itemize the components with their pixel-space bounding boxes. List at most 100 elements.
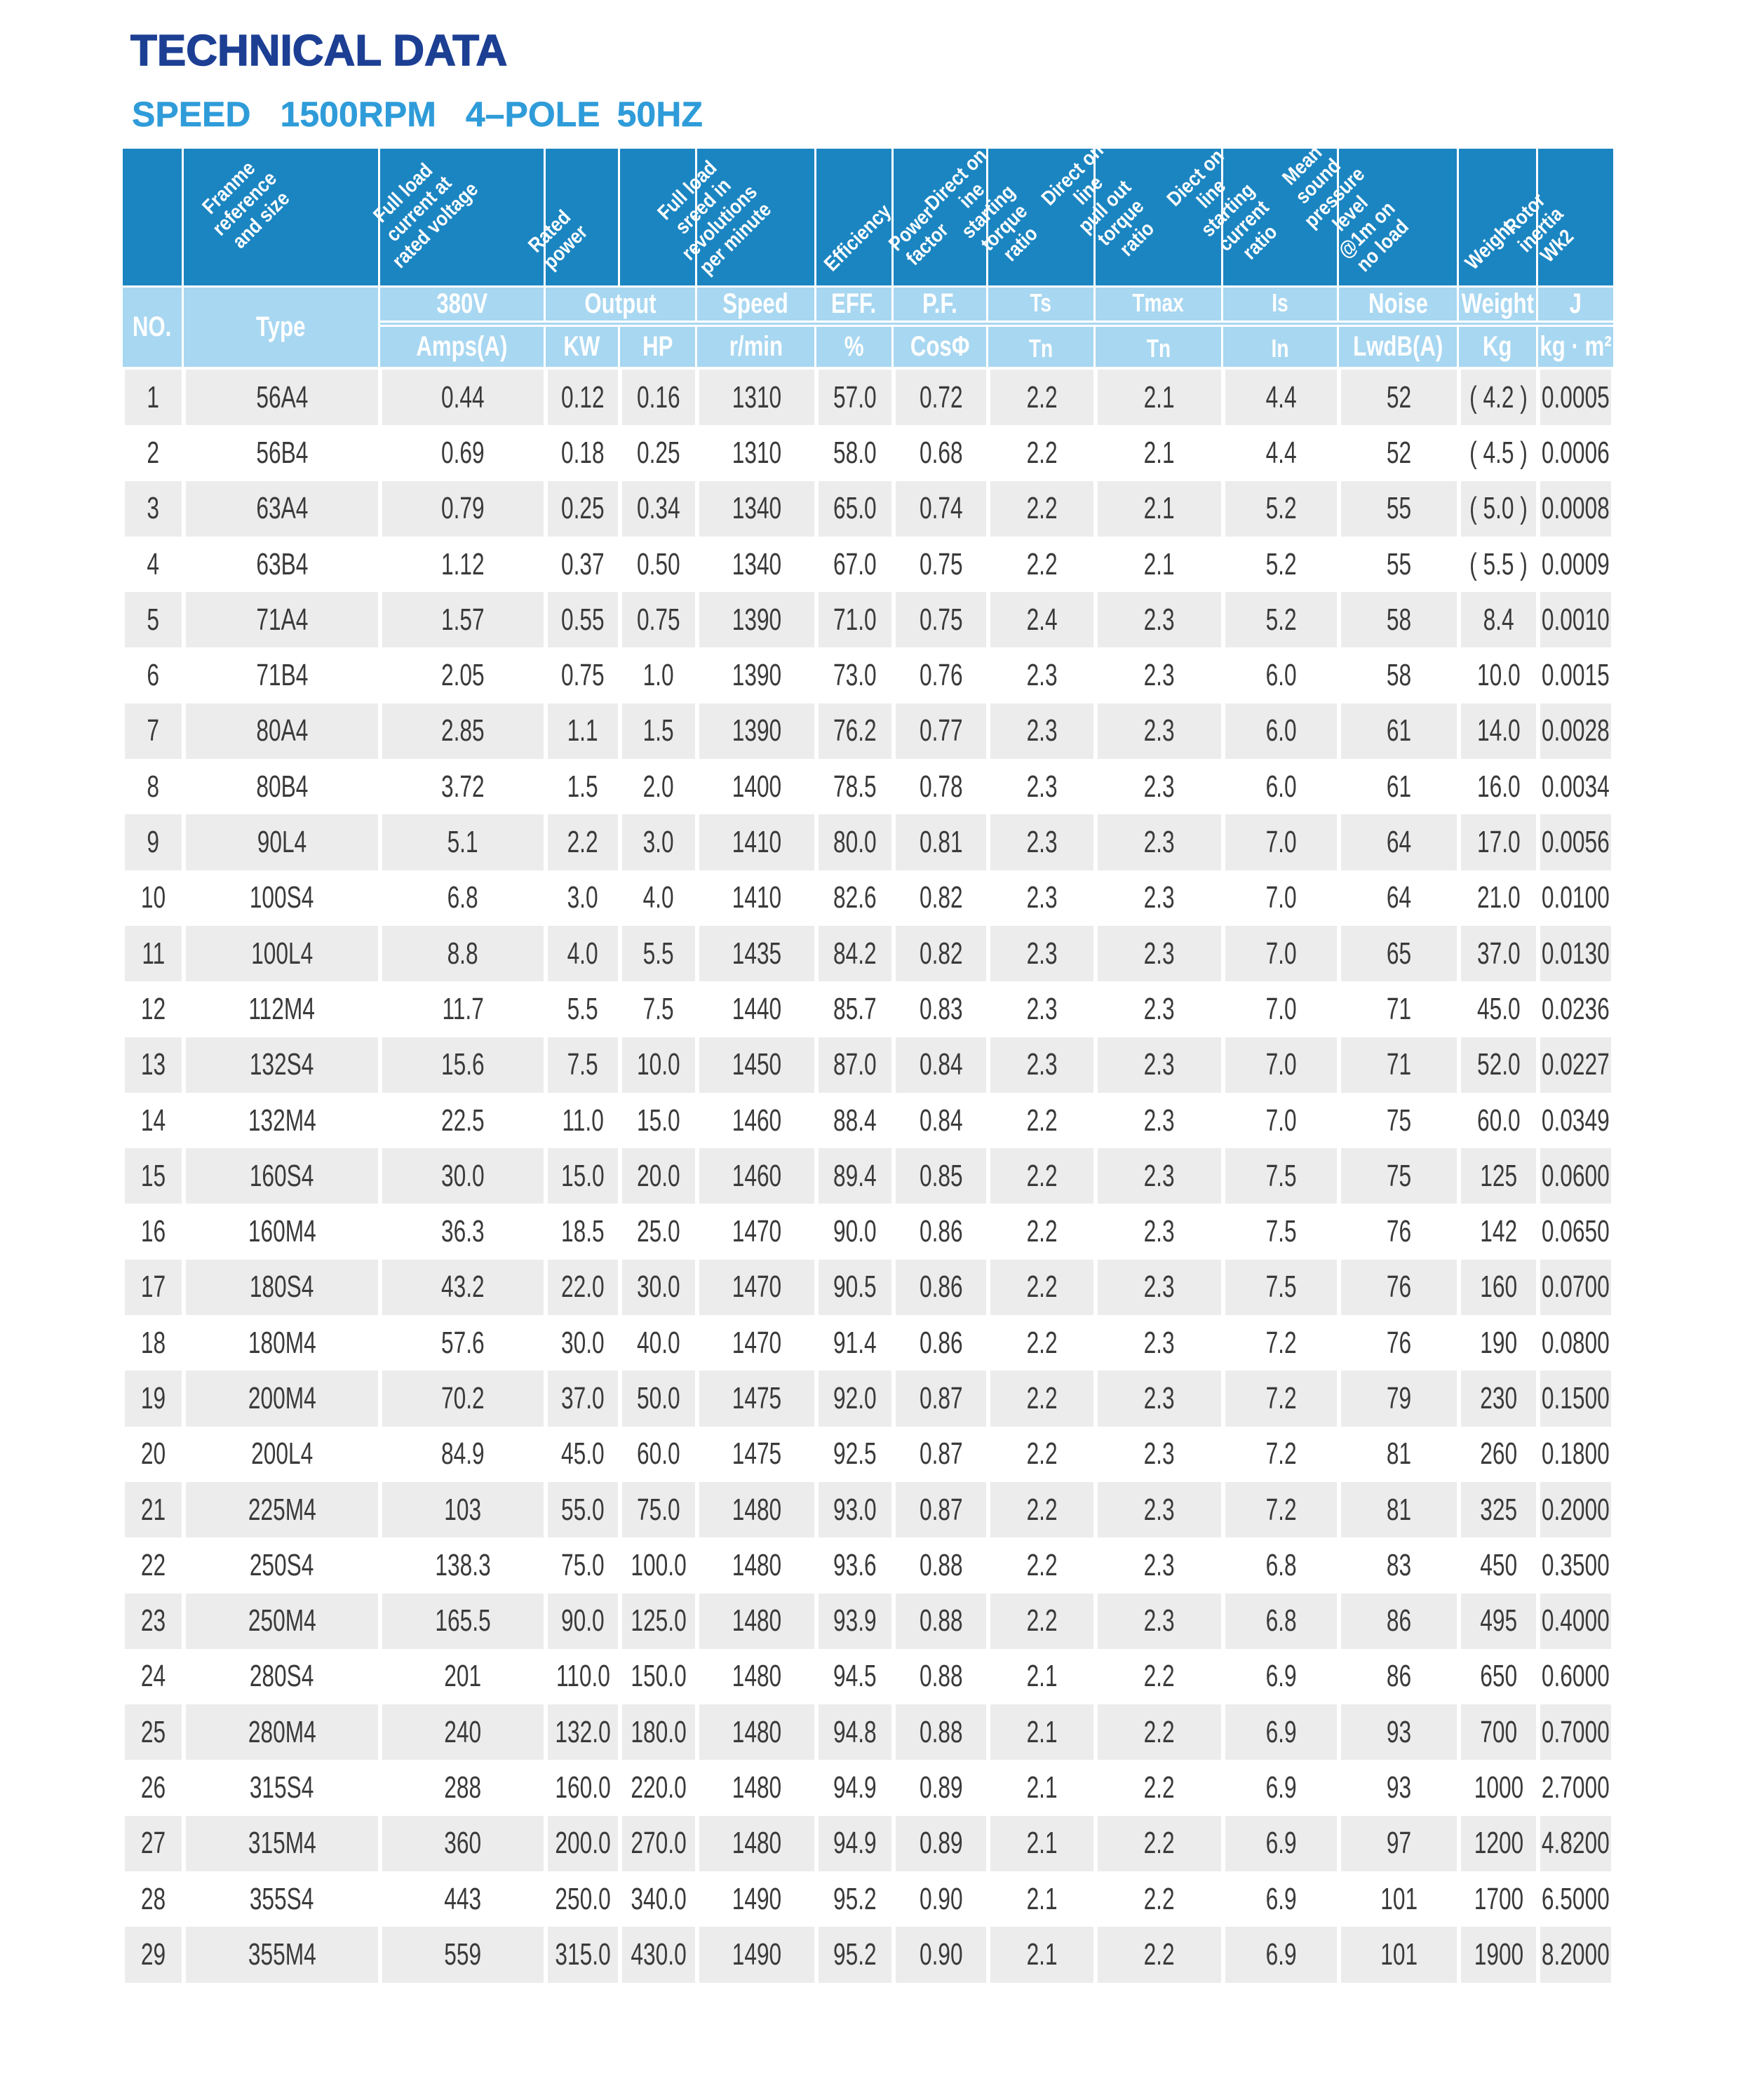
- unit-header-lwdb: LwdB(A): [1339, 327, 1459, 367]
- cell-weight: 450: [1459, 1537, 1538, 1594]
- cell-tmax-tn: 2.3: [1096, 981, 1223, 1037]
- cell-is-in: 4.4: [1223, 425, 1339, 481]
- cell-tmax-tn: 2.1: [1096, 536, 1223, 593]
- cell-eff: 91.4: [816, 1315, 894, 1371]
- cell-rotor-inertia: 0.0009: [1538, 536, 1613, 593]
- table-row: 6 71B4 2.05 0.75 1.0 1390 73.0 0.76 2.3 …: [123, 647, 1613, 703]
- cell-noise: 75: [1339, 1092, 1459, 1149]
- cell-is-in: 5.2: [1223, 480, 1339, 537]
- cell-tmax-tn: 2.3: [1096, 703, 1223, 760]
- cell-type: 100L4: [184, 925, 380, 982]
- cell-tmax-tn: 2.2: [1096, 1648, 1223, 1705]
- cell-no: 7: [123, 703, 184, 760]
- unit-header-kw: KW: [546, 327, 620, 367]
- cell-speed: 1390: [697, 647, 816, 703]
- cell-rotor-inertia: 0.4000: [1538, 1593, 1613, 1649]
- column-header-is: Is: [1223, 288, 1339, 321]
- cell-weight: 495: [1459, 1593, 1538, 1649]
- cell-kw: 75.0: [546, 1537, 620, 1594]
- cell-amps: 165.5: [380, 1593, 546, 1649]
- cell-tmax-tn: 2.3: [1096, 1371, 1223, 1427]
- cell-hp: 430.0: [620, 1927, 697, 1983]
- cell-noise: 76: [1339, 1259, 1459, 1316]
- cell-kw: 160.0: [546, 1760, 620, 1816]
- cell-kw: 55.0: [546, 1481, 620, 1538]
- cell-eff: 82.6: [816, 870, 894, 926]
- cell-speed: 1340: [697, 536, 816, 593]
- cell-eff: 92.0: [816, 1371, 894, 1427]
- cell-type: 180S4: [184, 1259, 380, 1316]
- cell-weight: 45.0: [1459, 981, 1538, 1037]
- cell-weight: ( 5.0 ): [1459, 480, 1538, 537]
- cell-ts-tn: 2.4: [988, 592, 1096, 648]
- cell-kw: 5.5: [546, 981, 620, 1037]
- cell-pf: 0.84: [894, 1037, 988, 1093]
- cell-amps: 2.05: [380, 647, 546, 703]
- cell-kw: 132.0: [546, 1704, 620, 1760]
- cell-ts-tn: 2.1: [988, 1815, 1096, 1872]
- cell-is-in: 7.5: [1223, 1148, 1339, 1204]
- cell-ts-tn: 2.2: [988, 536, 1096, 593]
- cell-no: 29: [123, 1927, 184, 1983]
- cell-noise: 83: [1339, 1537, 1459, 1594]
- cell-ts-tn: 2.2: [988, 1259, 1096, 1316]
- cell-tmax-tn: 2.3: [1096, 1037, 1223, 1093]
- cell-noise: 81: [1339, 1481, 1459, 1538]
- cell-eff: 73.0: [816, 647, 894, 703]
- cell-type: 280M4: [184, 1704, 380, 1760]
- cell-weight: 650: [1459, 1648, 1538, 1705]
- cell-no: 17: [123, 1259, 184, 1316]
- diag-header-no: [123, 149, 184, 285]
- cell-tmax-tn: 2.3: [1096, 814, 1223, 870]
- cell-weight: 1000: [1459, 1760, 1538, 1816]
- diag-header-frame-reference: Franme reference and size: [184, 149, 380, 285]
- cell-amps: 1.12: [380, 536, 546, 593]
- cell-amps: 57.6: [380, 1315, 546, 1371]
- cell-pf: 0.88: [894, 1537, 988, 1594]
- cell-no: 22: [123, 1537, 184, 1594]
- cell-is-in: 6.8: [1223, 1537, 1339, 1594]
- cell-hp: 4.0: [620, 870, 697, 926]
- cell-pf: 0.87: [894, 1371, 988, 1427]
- cell-type: 132M4: [184, 1092, 380, 1149]
- cell-no: 3: [123, 480, 184, 537]
- table-row: 18 180M4 57.6 30.0 40.0 1470 91.4 0.86 2…: [123, 1315, 1613, 1371]
- subheader-unit-row: Amps(A) KW HP r/min % CosΦ Tn Tn In LwdB…: [380, 327, 1613, 367]
- cell-speed: 1480: [697, 1815, 816, 1872]
- cell-pf: 0.76: [894, 647, 988, 703]
- cell-type: 90L4: [184, 814, 380, 870]
- cell-kw: 3.0: [546, 870, 620, 926]
- cell-weight: 10.0: [1459, 647, 1538, 703]
- cell-kw: 0.25: [546, 480, 620, 537]
- cell-weight: 21.0: [1459, 870, 1538, 926]
- cell-is-in: 7.0: [1223, 814, 1339, 870]
- cell-weight: 230: [1459, 1371, 1538, 1427]
- cell-ts-tn: 2.3: [988, 759, 1096, 815]
- cell-kw: 0.37: [546, 536, 620, 593]
- cell-kw: 2.2: [546, 814, 620, 870]
- cell-kw: 0.12: [546, 370, 620, 426]
- cell-speed: 1450: [697, 1037, 816, 1093]
- cell-kw: 7.5: [546, 1037, 620, 1093]
- cell-weight: 16.0: [1459, 759, 1538, 815]
- cell-amps: 288: [380, 1760, 546, 1816]
- cell-hp: 180.0: [620, 1704, 697, 1760]
- cell-no: 5: [123, 592, 184, 648]
- cell-tmax-tn: 2.3: [1096, 759, 1223, 815]
- cell-eff: 90.0: [816, 1204, 894, 1260]
- diag-header-rated-power: Rated power: [524, 149, 620, 285]
- cell-no: 24: [123, 1648, 184, 1705]
- cell-hp: 0.16: [620, 370, 697, 426]
- table-row: 3 63A4 0.79 0.25 0.34 1340 65.0 0.74 2.2…: [123, 480, 1613, 537]
- table-row: 12 112M4 11.7 5.5 7.5 1440 85.7 0.83 2.3…: [123, 981, 1613, 1037]
- cell-rotor-inertia: 0.6000: [1538, 1648, 1613, 1705]
- diag-header-starting-torque: Direct on ine starting torque ratio: [921, 144, 1096, 285]
- cell-weight: 17.0: [1459, 814, 1538, 870]
- cell-hp: 340.0: [620, 1871, 697, 1927]
- cell-type: 63B4: [184, 536, 380, 593]
- cell-speed: 1460: [697, 1148, 816, 1204]
- cell-amps: 6.8: [380, 870, 546, 926]
- cell-amps: 84.9: [380, 1426, 546, 1482]
- cell-hp: 1.5: [620, 703, 697, 760]
- cell-weight: 142: [1459, 1204, 1538, 1260]
